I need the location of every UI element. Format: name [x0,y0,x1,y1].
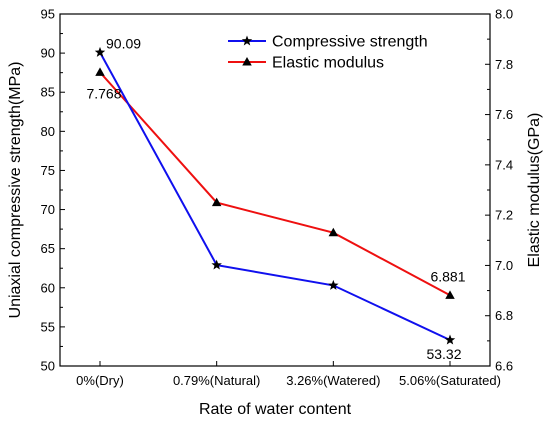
y-right-tick-label: 6.6 [495,359,513,374]
series-layer [94,46,456,345]
legend-compressive-marker [241,35,253,46]
y-left-tick-label: 55 [41,319,55,334]
x-tick-label: 0.79%(Natural) [173,373,260,388]
legend: Compressive strength Elastic modulus [228,34,428,72]
y-left-tick-label: 80 [41,124,55,139]
elastic-point [328,227,339,237]
x-tick-label: 3.26%(Watered) [286,373,380,388]
y-left-tick-label: 70 [41,202,55,217]
elastic-point [211,197,222,207]
y-right-tick-label: 7.8 [495,57,513,72]
data-label: 90.09 [106,35,141,51]
compressive-point [328,279,339,290]
y-right-tick-label: 7.4 [495,157,513,172]
legend-elastic-marker [242,57,252,66]
y-left-tick-label: 95 [41,7,55,22]
ticks-group: 50 55 60 65 70 75 80 85 90 95 6.6 6.8 7.0 7.2 7.4 7.6 7.… [41,7,514,389]
y-right-tick-label: 7.0 [495,258,513,273]
data-label: 53.32 [426,346,461,362]
elastic-point [445,290,455,299]
y-left-tick-label: 65 [41,241,55,256]
legend-elastic-label: Elastic modulus [272,55,384,72]
data-label: 7.768 [86,85,121,101]
x-axis-title: Rate of water content [199,401,352,418]
x-tick-label: 5.06%(Saturated) [399,373,501,388]
compressive-point [444,334,456,345]
compressive-point [211,259,222,270]
compressive-point [94,46,106,57]
y-left-tick-label: 90 [41,46,55,61]
y-right-tick-label: 7.6 [495,107,513,122]
y-axis-right-title: Elastic modulus(GPa) [526,113,543,268]
y-left-tick-label: 85 [41,85,55,100]
elastic-point [95,67,105,76]
data-label: 6.881 [430,268,465,284]
y-left-tick-label: 50 [41,359,55,374]
y-left-tick-label: 60 [41,280,55,295]
y-right-tick-label: 8.0 [495,7,513,22]
compressive-series-line [99,51,451,341]
y-right-tick-label: 7.2 [495,208,513,223]
y-right-tick-label: 6.8 [495,308,513,323]
y-left-tick-label: 75 [41,163,55,178]
y-axis-left-title: Uniaxial compressive strength(MPa) [7,62,24,319]
annotations-group: 90.09 7.768 6.881 53.32 [86,35,465,362]
legend-compressive-label: Compressive strength [272,34,428,51]
elastic-series-line [99,71,451,297]
x-tick-label: 0%(Dry) [76,373,124,388]
